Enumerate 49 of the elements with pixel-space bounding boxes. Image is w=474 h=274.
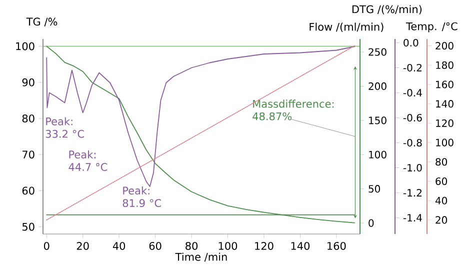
y2-tick-label: 50 — [368, 185, 380, 193]
annotation: Peak: 33.2 °C — [46, 117, 84, 138]
y2-tick-label: 0 — [368, 219, 374, 227]
y3-tick-label: -1.2 — [403, 189, 422, 196]
y-tick-label: 80 — [22, 114, 34, 122]
y-tick-label: 100 — [16, 42, 34, 50]
y2-axis-title: Flow /(ml/min) — [310, 22, 384, 32]
annotation: Peak: 81.9 °C — [122, 186, 162, 208]
x-tick-label: 0 — [44, 242, 50, 250]
x-tick-label: 160 — [328, 242, 346, 250]
y3-tick-label: -0.8 — [403, 138, 422, 147]
y-tick-label: 20 — [436, 216, 448, 224]
annotation: Massdifference: 48.87% — [252, 100, 334, 120]
y-tick-label: 70 — [22, 150, 34, 159]
y-axis-title: Temp. /°C — [406, 22, 458, 32]
y3-tick-label: 0.0 — [404, 38, 418, 47]
x-tick-label: 60 — [149, 242, 162, 250]
y-tick-label: 60 — [22, 186, 34, 195]
y2-tick-label: 150 — [369, 116, 386, 124]
y-tick-label: 160 — [436, 80, 454, 88]
x-tick-label: 120 — [255, 242, 274, 250]
annotation: Peak: 44.7 °C — [68, 150, 108, 171]
x-tick-label: 40 — [112, 242, 126, 250]
x-tick-label: 80 — [186, 242, 198, 250]
line-series — [46, 46, 356, 187]
y3-axis-title: DTG /(%/min) — [352, 5, 422, 14]
y3-tick-label: -0.4 — [403, 88, 422, 97]
y-tick-label: 50 — [22, 222, 34, 231]
y3-tick-label: -0.2 — [403, 64, 422, 72]
x-tick-label: 20 — [76, 242, 89, 250]
y-tick-label: 140 — [436, 100, 454, 108]
y3-tick-label: -1.0 — [403, 164, 422, 172]
y3-tick-label: -1.4 — [403, 214, 422, 222]
y-tick-label: 80 — [436, 158, 448, 166]
y2-tick-label: 100 — [369, 150, 386, 158]
y2-tick-label: 250 — [368, 48, 386, 56]
y-tick-label: 200 — [436, 42, 454, 50]
x-tick-label: 100 — [218, 242, 238, 250]
x-axis-title: Time /min — [175, 252, 227, 262]
x-tick-label: 140 — [291, 242, 310, 250]
y2-tick-label: 200 — [368, 82, 386, 90]
y-tick-label: 120 — [436, 119, 454, 127]
y-axis-title: TG /% — [26, 18, 58, 26]
y-tick-label: 100 — [436, 138, 454, 146]
y-tick-label: 90 — [22, 78, 34, 86]
y-tick-label: 60 — [436, 177, 448, 186]
y-tick-label: 180 — [436, 61, 454, 69]
y-tick-label: 40 — [435, 196, 448, 204]
y3-tick-label: -0.6 — [403, 114, 422, 122]
